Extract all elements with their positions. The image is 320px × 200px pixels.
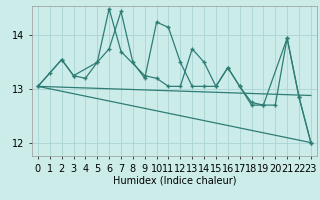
X-axis label: Humidex (Indice chaleur): Humidex (Indice chaleur) [113,175,236,185]
